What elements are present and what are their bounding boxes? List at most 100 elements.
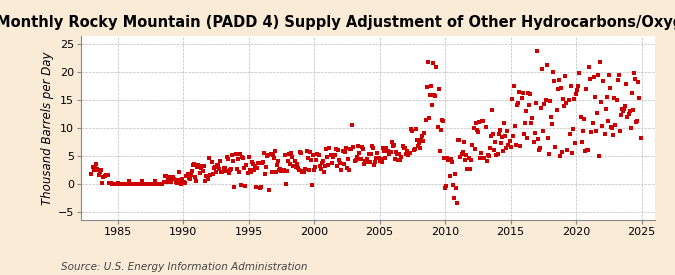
Point — [117, 182, 128, 186]
Point — [470, 121, 481, 125]
Point — [371, 156, 382, 160]
Point — [454, 138, 465, 142]
Point — [616, 106, 627, 111]
Point — [175, 181, 186, 185]
Point — [140, 182, 151, 186]
Point — [580, 86, 591, 91]
Point — [359, 162, 370, 166]
Point — [386, 140, 397, 144]
Point — [292, 162, 302, 166]
Point — [234, 170, 244, 174]
Point — [494, 128, 505, 132]
Point — [269, 156, 279, 160]
Point — [487, 108, 497, 112]
Point — [317, 159, 328, 163]
Point — [115, 182, 126, 186]
Point — [558, 97, 568, 101]
Point — [603, 73, 614, 77]
Point — [200, 178, 211, 183]
Point — [124, 182, 135, 186]
Point — [200, 174, 211, 178]
Point — [620, 103, 630, 108]
Point — [223, 171, 234, 175]
Point — [134, 182, 145, 186]
Point — [344, 168, 354, 172]
Point — [221, 155, 232, 160]
Point — [446, 160, 457, 164]
Point — [585, 77, 596, 81]
Point — [236, 183, 246, 187]
Point — [292, 166, 303, 170]
Point — [142, 182, 153, 186]
Point — [225, 168, 236, 172]
Point — [274, 168, 285, 172]
Point — [467, 143, 478, 147]
Point — [633, 80, 644, 84]
Point — [469, 147, 480, 151]
Point — [416, 137, 427, 142]
Point — [261, 165, 271, 169]
Point — [230, 152, 241, 156]
Point — [582, 148, 593, 152]
Point — [286, 151, 296, 155]
Point — [405, 151, 416, 155]
Point — [176, 182, 186, 186]
Point — [252, 166, 263, 170]
Point — [571, 92, 582, 97]
Point — [506, 97, 517, 101]
Point — [497, 134, 508, 139]
Point — [548, 70, 559, 74]
Point — [129, 182, 140, 186]
Point — [495, 141, 506, 145]
Point — [237, 155, 248, 159]
Point — [198, 164, 209, 169]
Point — [501, 145, 512, 150]
Point — [511, 142, 522, 147]
Point — [408, 148, 419, 152]
Point — [364, 160, 375, 164]
Point — [92, 167, 103, 172]
Point — [430, 94, 441, 98]
Point — [347, 123, 358, 127]
Point — [172, 178, 183, 182]
Point — [529, 131, 540, 135]
Point — [149, 179, 160, 184]
Point — [588, 75, 599, 79]
Point — [333, 148, 344, 152]
Point — [460, 153, 471, 158]
Point — [300, 167, 310, 171]
Point — [442, 156, 453, 160]
Point — [630, 77, 641, 82]
Point — [184, 177, 195, 181]
Point — [194, 171, 205, 175]
Point — [597, 124, 608, 128]
Point — [437, 119, 448, 124]
Point — [197, 169, 208, 173]
Point — [531, 101, 541, 105]
Point — [163, 178, 173, 182]
Point — [111, 182, 122, 186]
Point — [368, 146, 379, 150]
Point — [304, 150, 315, 154]
Point — [179, 179, 190, 184]
Point — [429, 93, 439, 98]
Point — [377, 145, 388, 150]
Point — [299, 170, 310, 175]
Point — [556, 86, 566, 90]
Point — [545, 115, 556, 119]
Point — [144, 182, 155, 186]
Point — [541, 62, 552, 67]
Point — [343, 156, 354, 161]
Point — [552, 87, 563, 91]
Point — [634, 96, 645, 101]
Point — [533, 137, 543, 141]
Point — [320, 163, 331, 168]
Point — [396, 155, 407, 159]
Point — [147, 182, 158, 186]
Point — [313, 153, 324, 157]
Point — [107, 182, 117, 186]
Point — [163, 175, 174, 180]
Point — [131, 182, 142, 186]
Point — [437, 118, 448, 123]
Point — [276, 169, 287, 174]
